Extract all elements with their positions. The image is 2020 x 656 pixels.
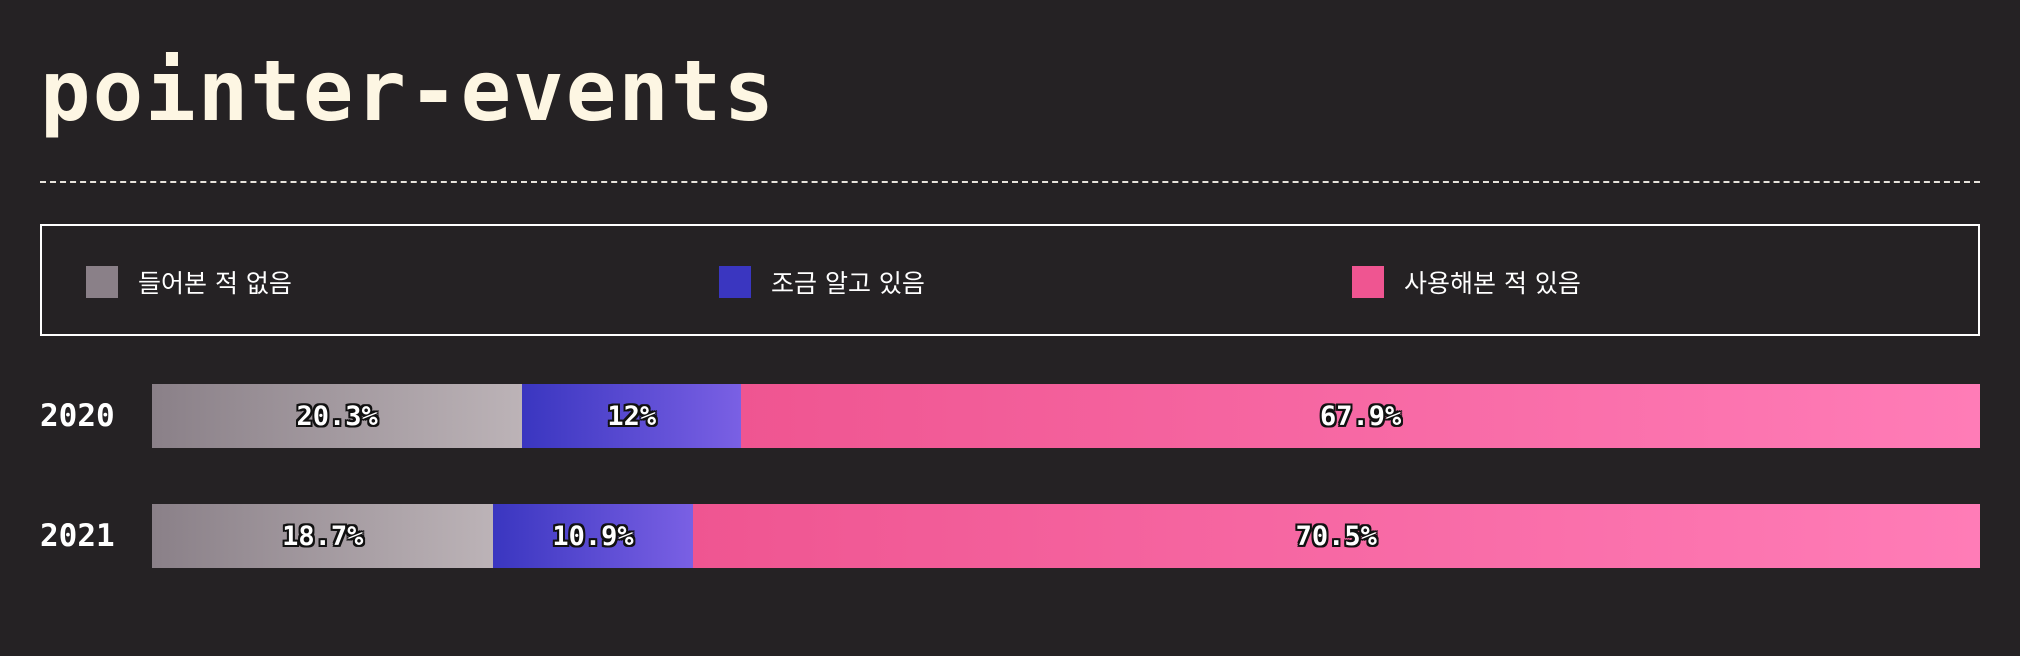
legend-label-never-heard: 들어본 적 없음: [138, 269, 292, 298]
legend-item-have-used: 사용해본 적 있음: [1352, 266, 1581, 298]
legend-item-never-heard: 들어본 적 없음: [86, 266, 292, 298]
data-label: 20.3%: [296, 400, 378, 432]
segment-know-a-little: 10.9%: [493, 504, 693, 568]
legend-swatch-never-heard: [86, 266, 118, 298]
legend-swatch-have-used: [1352, 266, 1384, 298]
legend-swatch-know-a-little: [719, 266, 751, 298]
segment-never-heard: 18.7%: [152, 504, 494, 568]
bar-row-2020: 2020 20.3% 12% 67.9%: [40, 384, 1980, 448]
data-label: 12%: [607, 400, 657, 432]
data-label: 67.9%: [1319, 400, 1402, 432]
stacked-bar: 18.7% 10.9% 70.5%: [152, 504, 1980, 568]
bar-row-2021: 2021 18.7% 10.9% 70.5%: [40, 504, 1980, 568]
year-label: 2020: [40, 398, 115, 434]
segment-have-used: 70.5%: [692, 504, 1980, 568]
chart-title: pointer-events: [40, 42, 777, 140]
legend-item-know-a-little: 조금 알고 있음: [719, 266, 925, 298]
dashed-divider: [40, 181, 1980, 183]
legend-label-know-a-little: 조금 알고 있음: [771, 269, 925, 298]
year-label: 2021: [40, 518, 115, 554]
segment-never-heard: 20.3%: [152, 384, 523, 448]
stacked-bar: 20.3% 12% 67.9%: [152, 384, 1980, 448]
legend-label-have-used: 사용해본 적 있음: [1404, 269, 1581, 298]
segment-have-used: 67.9%: [741, 384, 1980, 448]
segment-know-a-little: 12%: [522, 384, 742, 448]
data-label: 10.9%: [552, 520, 634, 552]
legend: 들어본 적 없음 조금 알고 있음 사용해본 적 있음: [40, 224, 1980, 336]
data-label: 18.7%: [282, 520, 364, 552]
data-label: 70.5%: [1295, 520, 1377, 552]
